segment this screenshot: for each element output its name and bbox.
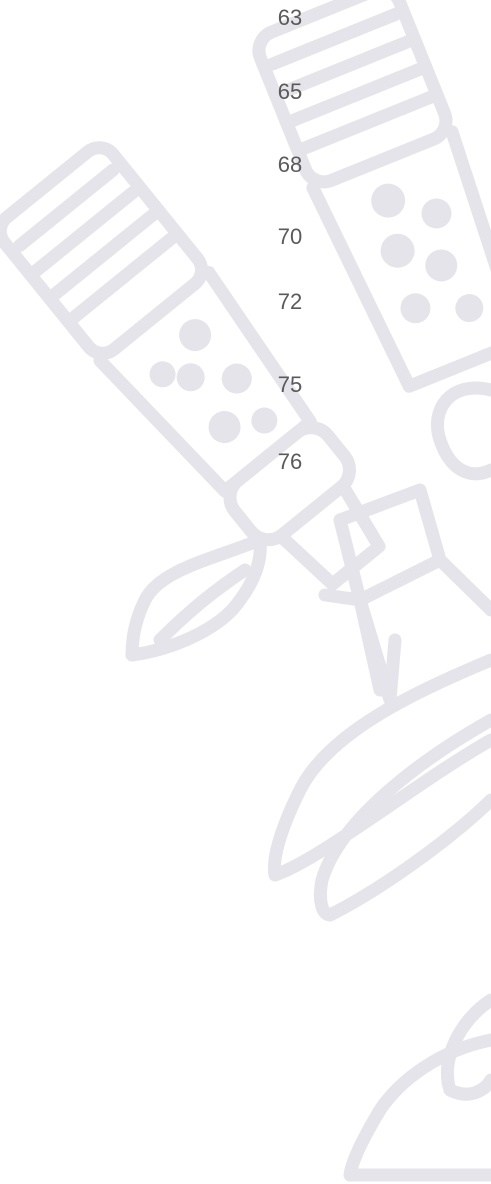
list-item[interactable]: 65 — [250, 79, 330, 105]
list-item[interactable]: 63 — [250, 5, 330, 31]
list-item[interactable]: 68 — [250, 152, 330, 178]
list-item[interactable]: 76 — [250, 449, 330, 475]
list-item[interactable]: 72 — [250, 289, 330, 315]
list-item[interactable]: 70 — [250, 224, 330, 250]
page: 63 65 68 70 72 75 76 — [0, 0, 491, 1184]
brush-right — [253, 0, 491, 392]
list-item[interactable]: 75 — [250, 372, 330, 398]
background-illustration — [0, 0, 491, 1184]
